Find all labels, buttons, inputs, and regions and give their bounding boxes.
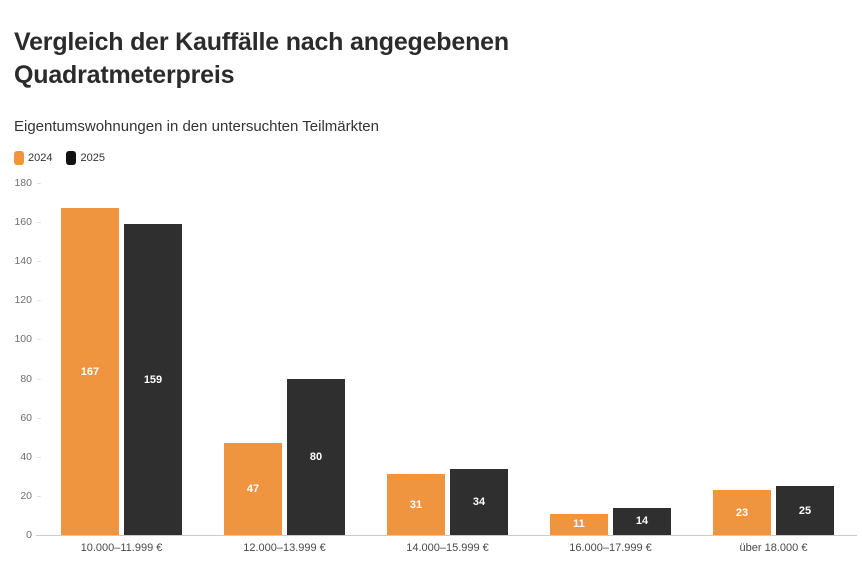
bar-value-label: 80 <box>309 450 323 463</box>
y-axis-tick-label: 120 <box>14 294 32 307</box>
bar-group-5: 23 25 <box>692 486 855 535</box>
x-axis-label: über 18.000 € <box>739 542 808 554</box>
y-axis-tick-label: 40 <box>20 450 32 463</box>
bar-2024: 23 <box>713 490 771 535</box>
legend-item-2025: 2025 <box>66 151 105 165</box>
bar-value-label: 34 <box>472 495 486 508</box>
x-axis-label: 12.000–13.999 € <box>243 542 326 554</box>
bar-2024: 167 <box>61 208 119 535</box>
bar-2025: 159 <box>124 224 182 535</box>
y-axis-tick-label: 20 <box>20 489 32 502</box>
x-axis-label: 14.000–15.999 € <box>406 542 489 554</box>
y-axis-tick-mark <box>37 495 41 497</box>
bar-value-label: 11 <box>573 518 585 531</box>
bar-2025: 34 <box>450 468 508 535</box>
bar-value-label: 47 <box>246 483 260 496</box>
y-axis-tick-label: 80 <box>20 372 32 385</box>
bar-2025: 14 <box>613 507 671 535</box>
y-axis-tick-mark <box>37 261 41 263</box>
y-axis-tick-mark <box>37 339 41 341</box>
x-axis-label: 16.000–17.999 € <box>569 542 652 554</box>
bar-2025: 80 <box>287 378 345 535</box>
legend-label: 2025 <box>80 152 105 164</box>
bar-value-label: 23 <box>735 506 749 519</box>
bar-value-label: 14 <box>635 515 649 528</box>
bar-group-3: 31 34 <box>366 468 529 535</box>
y-axis-tick-label: 100 <box>14 333 32 346</box>
y-axis-tick-mark <box>37 417 41 419</box>
bar-group-2: 47 80 <box>203 378 366 535</box>
legend-swatch-2025 <box>66 151 77 165</box>
x-axis-label: 10.000–11.999 € <box>80 542 163 554</box>
bar-2024: 11 <box>550 513 608 535</box>
legend-label: 2024 <box>28 152 53 164</box>
y-axis-tick-mark <box>37 300 41 302</box>
legend-item-2024: 2024 <box>14 151 52 165</box>
y-axis-tick-label: 180 <box>14 177 32 189</box>
bar-chart: 0 20 40 60 80 100 120 140 160 180 167 159 10.000–11.… <box>0 175 862 568</box>
bar-group-1: 167 159 <box>40 208 203 535</box>
page-title: Vergleich der Kauffälle nach angegebenen… <box>14 28 509 90</box>
bar-value-label: 25 <box>798 504 812 517</box>
bar-2024: 31 <box>387 474 445 535</box>
bar-group-4: 11 14 <box>529 507 692 535</box>
y-axis-tick-mark <box>37 222 41 224</box>
y-axis-tick-label: 160 <box>14 216 32 229</box>
y-axis-tick-label: 0 <box>26 529 32 541</box>
bar-value-label: 31 <box>409 498 423 511</box>
y-axis-tick-mark <box>37 183 41 184</box>
chart-legend: 2024 2025 <box>14 151 105 165</box>
bar-2024: 47 <box>224 443 282 535</box>
y-axis-tick-mark <box>37 456 41 458</box>
x-axis-line <box>36 535 857 536</box>
bar-value-label: 159 <box>143 373 163 386</box>
y-axis-tick-label: 140 <box>14 255 32 268</box>
y-axis-tick-mark <box>37 378 41 380</box>
bar-value-label: 167 <box>80 365 100 378</box>
page-subtitle: Eigentumswohnungen in den untersuchten T… <box>14 118 379 135</box>
legend-swatch-2024 <box>14 151 24 165</box>
bar-2025: 25 <box>776 486 834 535</box>
y-axis-tick-label: 60 <box>20 411 32 424</box>
